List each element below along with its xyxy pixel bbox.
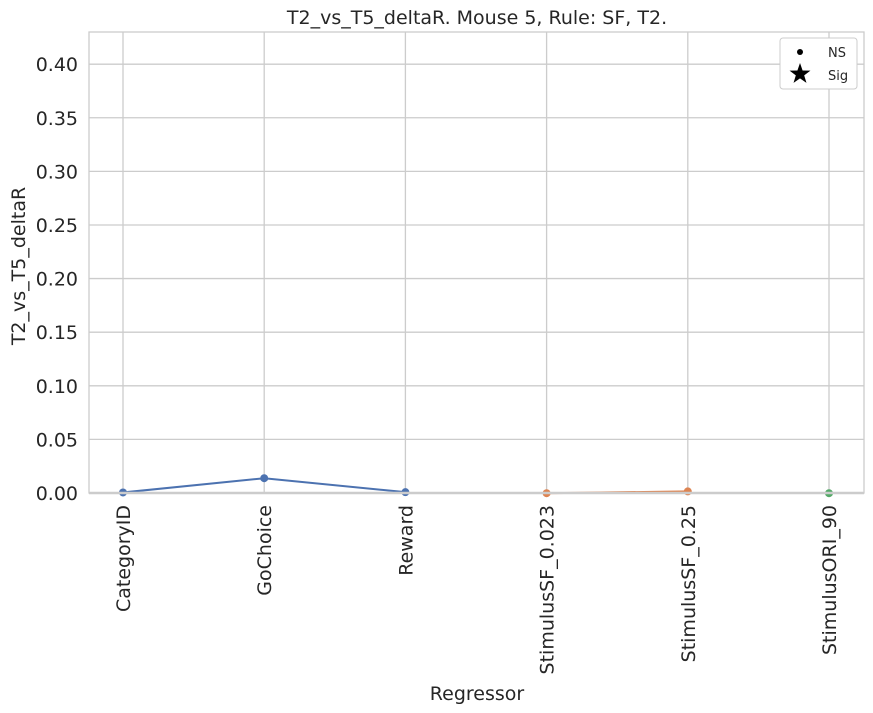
x-tick-label: StimulusORI_90	[819, 505, 841, 655]
y-tick-label: 0.30	[36, 161, 78, 183]
x-axis-label: Regressor	[430, 683, 525, 705]
y-tick-label: 0.20	[36, 269, 78, 291]
x-tick-label: Reward	[395, 505, 417, 576]
y-tick-label: 0.40	[36, 54, 78, 76]
y-tick-label: 0.05	[36, 429, 78, 451]
legend-sig-label: Sig	[828, 69, 848, 84]
x-tick-label: StimulusSF_0.023	[537, 505, 559, 674]
plot-frame	[88, 31, 865, 494]
y-axis-ticks: 0.00 0.05 0.10 0.15 0.20 0.25 0.30 0.35 0.40	[36, 54, 78, 505]
legend-ns-marker	[797, 49, 803, 55]
x-tick-label: StimulusSF_0.25	[678, 505, 700, 662]
legend-ns-label: NS	[828, 46, 846, 61]
x-tick-label: CategoryID	[113, 505, 135, 612]
x-tick-label: GoChoice	[254, 505, 276, 596]
legend: NS Sig	[779, 37, 858, 90]
y-tick-label: 0.10	[36, 376, 78, 398]
plot-area	[88, 31, 865, 498]
y-tick-label: 0.35	[36, 108, 78, 130]
legend-sig-marker	[789, 63, 811, 83]
y-tick-label: 0.00	[36, 483, 78, 505]
x-axis-ticks: CategoryID GoChoice Reward StimulusSF_0.023…	[113, 505, 841, 674]
y-tick-label: 0.25	[36, 215, 78, 237]
y-tick-label: 0.15	[36, 322, 78, 344]
x-gridlines	[122, 32, 830, 493]
data-point	[260, 474, 269, 483]
chart-title: T2_vs_T5_deltaR. Mouse 5, Rule: SF, T2.	[286, 7, 667, 29]
y-gridlines	[89, 63, 864, 494]
y-axis-label: T2_vs_T5_deltaR	[8, 187, 30, 346]
